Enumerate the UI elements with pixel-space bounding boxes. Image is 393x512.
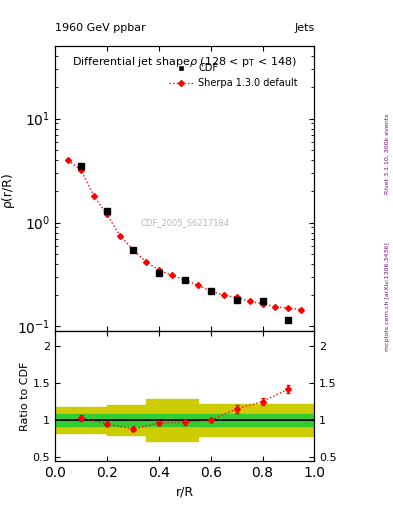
Text: Differential jet shape$\rho$ (128 < p$_\mathregular{T}$ < 148): Differential jet shape$\rho$ (128 < p$_\… — [72, 55, 297, 69]
Text: Rivet 3.1.10, 300k events: Rivet 3.1.10, 300k events — [385, 113, 389, 194]
Text: CDF_2005_S6217184: CDF_2005_S6217184 — [140, 218, 229, 227]
Text: Jets: Jets — [294, 23, 314, 33]
Text: mcplots.cern.ch [arXiv:1306.3436]: mcplots.cern.ch [arXiv:1306.3436] — [385, 243, 389, 351]
Y-axis label: Ratio to CDF: Ratio to CDF — [20, 361, 30, 431]
Y-axis label: ρ(r/R): ρ(r/R) — [1, 171, 14, 206]
Text: 1960 GeV ppbar: 1960 GeV ppbar — [55, 23, 146, 33]
X-axis label: r/R: r/R — [176, 485, 194, 498]
Legend: CDF, Sherpa 1.3.0 default: CDF, Sherpa 1.3.0 default — [165, 59, 302, 92]
